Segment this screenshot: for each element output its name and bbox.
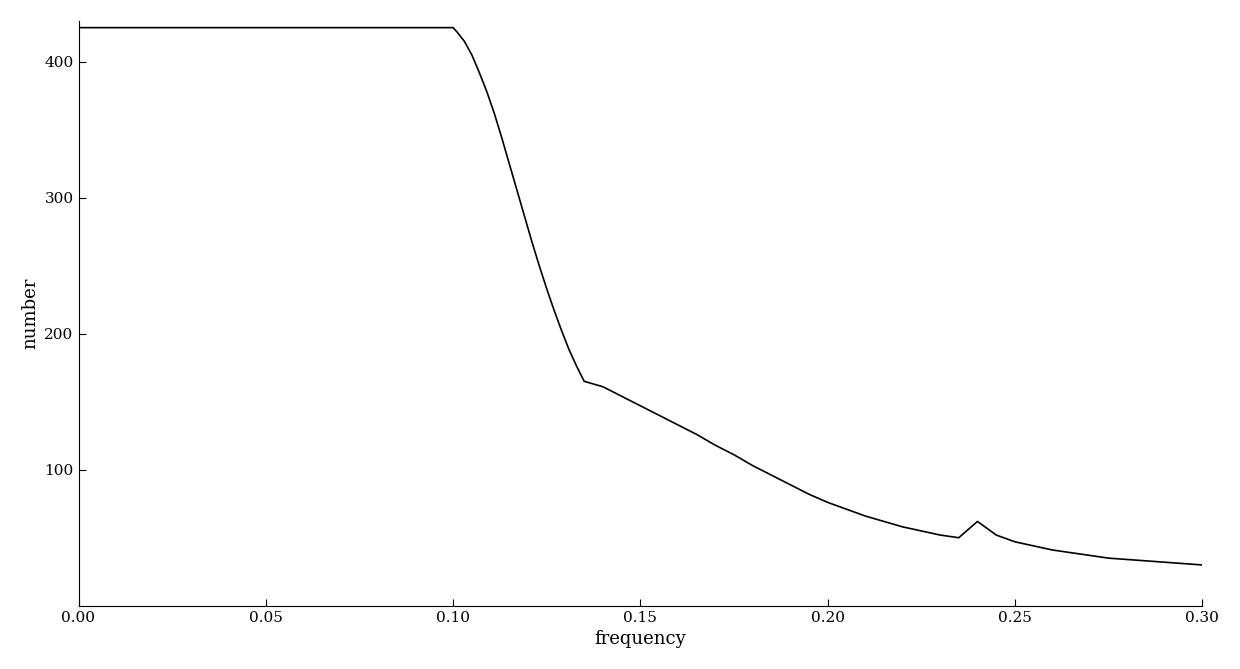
X-axis label: frequency: frequency — [594, 630, 686, 648]
Y-axis label: number: number — [21, 278, 38, 349]
